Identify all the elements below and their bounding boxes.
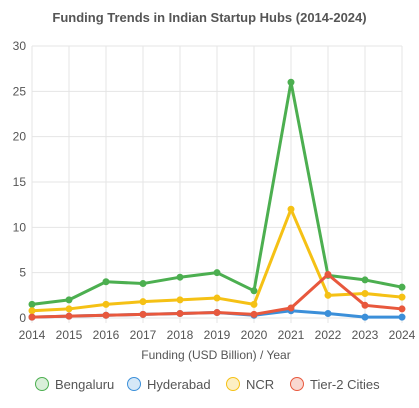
data-point <box>287 304 295 312</box>
series-ncr <box>28 205 406 315</box>
data-point <box>287 78 295 86</box>
chart-title: Funding Trends in Indian Startup Hubs (2… <box>52 10 366 25</box>
y-tick-label: 5 <box>19 266 26 280</box>
data-point <box>324 291 332 299</box>
data-point <box>28 307 36 315</box>
y-tick-label: 0 <box>19 311 26 325</box>
x-axis-ticks: 2014 2015 2016 2017 2018 2019 2020 2021 2022 2023… <box>19 328 416 342</box>
data-point <box>398 305 406 313</box>
data-point <box>250 287 258 295</box>
x-tick-label: 2022 <box>315 328 342 342</box>
data-point <box>398 313 406 321</box>
data-point <box>213 294 221 302</box>
data-point <box>102 311 110 319</box>
data-point <box>65 305 73 313</box>
legend-item[interactable]: Hyderabad <box>127 377 211 392</box>
legend-label: Hyderabad <box>147 377 211 392</box>
data-point <box>324 309 332 317</box>
legend-swatch <box>35 377 49 391</box>
data-point <box>361 301 369 309</box>
y-tick-label: 15 <box>13 175 27 189</box>
y-tick-label: 25 <box>13 84 27 98</box>
data-point <box>102 278 110 286</box>
data-point <box>28 300 36 308</box>
data-point <box>176 273 184 281</box>
data-point <box>361 290 369 298</box>
series-lines <box>28 78 406 321</box>
data-point <box>139 310 147 318</box>
x-tick-label: 2017 <box>130 328 157 342</box>
x-tick-label: 2019 <box>204 328 231 342</box>
data-point <box>361 276 369 284</box>
data-point <box>213 269 221 277</box>
data-point <box>287 205 295 213</box>
x-tick-label: 2014 <box>19 328 46 342</box>
y-axis-ticks: 0 5 10 15 20 25 30 <box>13 39 27 325</box>
legend-item[interactable]: Bengaluru <box>35 377 115 392</box>
x-tick-label: 2023 <box>352 328 379 342</box>
data-point <box>139 298 147 306</box>
legend-item[interactable]: NCR <box>226 377 275 392</box>
legend-item[interactable]: Tier-2 Cities <box>290 377 381 392</box>
x-tick-label: 2024 <box>389 328 416 342</box>
data-point <box>176 296 184 304</box>
legend[interactable]: Bengaluru Hyderabad NCR Tier-2 Cities <box>35 377 381 392</box>
legend-swatch <box>226 377 240 391</box>
data-point <box>250 300 258 308</box>
x-tick-label: 2016 <box>93 328 120 342</box>
grid <box>31 45 403 323</box>
data-point <box>213 309 221 317</box>
data-point <box>65 312 73 320</box>
data-point <box>398 283 406 291</box>
x-tick-label: 2018 <box>167 328 194 342</box>
x-tick-label: 2020 <box>241 328 268 342</box>
x-tick-label: 2015 <box>56 328 83 342</box>
y-tick-label: 30 <box>13 39 27 53</box>
legend-label: NCR <box>246 377 274 392</box>
y-tick-label: 20 <box>13 130 27 144</box>
data-point <box>102 300 110 308</box>
x-tick-label: 2021 <box>278 328 305 342</box>
data-point <box>139 280 147 288</box>
data-point <box>176 309 184 317</box>
legend-label: Bengaluru <box>55 377 114 392</box>
series-bengaluru <box>28 78 406 308</box>
x-axis-label: Funding (USD Billion) / Year <box>141 348 290 362</box>
data-point <box>28 313 36 321</box>
y-tick-label: 10 <box>13 220 27 234</box>
data-point <box>324 270 332 278</box>
legend-label: Tier-2 Cities <box>310 377 380 392</box>
data-point <box>65 296 73 304</box>
data-point <box>250 310 258 318</box>
series-tier-2-cities <box>28 270 406 321</box>
data-point <box>361 313 369 321</box>
legend-swatch <box>290 377 304 391</box>
legend-swatch <box>127 377 141 391</box>
data-point <box>398 293 406 301</box>
